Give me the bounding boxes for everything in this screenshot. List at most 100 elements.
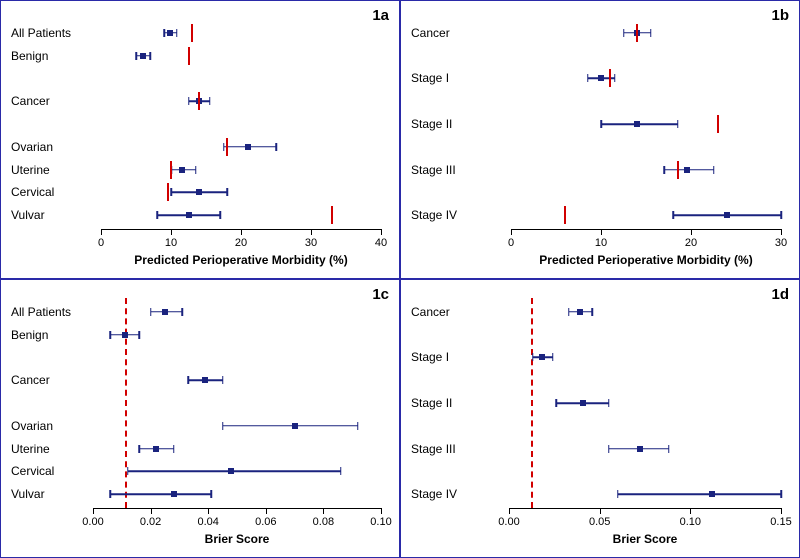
x-tick-label: 0.05 — [589, 516, 610, 528]
plot-area: 010203040Predicted Perioperative Morbidi… — [101, 19, 381, 229]
x-tick — [311, 229, 312, 235]
row-label: Cervical — [11, 464, 54, 478]
x-tick — [781, 508, 782, 514]
row-label: Stage IV — [411, 208, 457, 222]
ci-cap — [357, 422, 359, 430]
ci-cap — [182, 308, 184, 316]
point-marker — [580, 400, 586, 406]
ci-cap — [608, 399, 610, 407]
point-marker — [171, 491, 177, 497]
point-marker — [179, 167, 185, 173]
ci-cap — [149, 52, 151, 60]
x-tick — [381, 229, 382, 235]
ci-cap — [587, 74, 589, 82]
row-label: Uterine — [11, 163, 50, 177]
point-marker — [202, 377, 208, 383]
x-tick-label: 0 — [98, 237, 104, 249]
point-marker — [724, 212, 730, 218]
row-label: Cancer — [11, 94, 50, 108]
x-axis-label: Brier Score — [613, 532, 678, 546]
ci-cap — [672, 211, 674, 219]
red-reference-tick — [717, 115, 719, 133]
red-reference-tick — [564, 206, 566, 224]
ci-cap — [592, 308, 594, 316]
plot-area: 0.000.050.100.15Brier Score — [509, 298, 781, 508]
x-tick-label: 0.10 — [680, 516, 701, 528]
row-label: Benign — [11, 328, 48, 342]
red-reference-tick — [188, 47, 190, 65]
ci-cap — [195, 166, 197, 174]
ci-cap — [138, 331, 140, 339]
ci-cap — [780, 490, 782, 498]
ci-cap — [780, 211, 782, 219]
x-tick — [781, 229, 782, 235]
ci-line — [110, 494, 211, 496]
red-reference-tick — [167, 183, 169, 201]
ci-line — [223, 425, 358, 427]
point-marker — [153, 446, 159, 452]
x-tick — [93, 508, 94, 514]
row-label: Ovarian — [11, 419, 53, 433]
ci-cap — [210, 490, 212, 498]
ci-cap — [275, 143, 277, 151]
row-label: All Patients — [11, 305, 71, 319]
ci-cap — [663, 166, 665, 174]
point-marker — [634, 121, 640, 127]
ci-cap — [650, 29, 652, 37]
row-label: Cancer — [411, 305, 450, 319]
x-tick — [691, 229, 692, 235]
row-label: Stage IV — [411, 487, 457, 501]
x-axis-label: Predicted Perioperative Morbidity (%) — [539, 253, 752, 267]
x-tick-label: 40 — [375, 237, 387, 249]
point-marker — [577, 309, 583, 315]
x-tick — [241, 229, 242, 235]
point-marker — [684, 167, 690, 173]
row-label: Stage III — [411, 163, 456, 177]
ci-cap — [713, 166, 715, 174]
row-label: Uterine — [11, 442, 50, 456]
ci-cap — [222, 422, 224, 430]
ci-cap — [668, 445, 670, 453]
x-tick-label: 0 — [508, 237, 514, 249]
ci-cap — [135, 52, 137, 60]
x-tick — [208, 508, 209, 514]
x-axis-label: Predicted Perioperative Morbidity (%) — [134, 253, 347, 267]
ci-cap — [532, 353, 534, 361]
ci-cap — [677, 120, 679, 128]
x-tick — [266, 508, 267, 514]
row-label: Stage II — [411, 396, 452, 410]
red-reference-tick — [609, 69, 611, 87]
row-label: Vulvar — [11, 487, 45, 501]
point-marker — [228, 468, 234, 474]
point-marker — [196, 189, 202, 195]
point-marker — [539, 354, 545, 360]
point-marker — [167, 30, 173, 36]
reference-line — [125, 298, 127, 508]
ci-cap — [163, 29, 165, 37]
x-axis — [93, 508, 381, 509]
x-tick-label: 0.00 — [82, 516, 103, 528]
ci-cap — [150, 308, 152, 316]
forest-plot-1b: 1b 0102030Predicted Perioperative Morbid… — [400, 0, 800, 279]
x-tick — [511, 229, 512, 235]
plot-area: 0.000.020.040.060.080.10Brier Score — [93, 298, 381, 508]
row-label: Cervical — [11, 185, 54, 199]
x-tick-label: 30 — [775, 237, 787, 249]
x-axis — [509, 508, 781, 509]
x-tick-label: 0.06 — [255, 516, 276, 528]
forest-plot-1a: 1a 010203040Predicted Perioperative Morb… — [0, 0, 400, 279]
x-tick-label: 0.00 — [498, 516, 519, 528]
x-tick-label: 0.04 — [197, 516, 218, 528]
red-reference-tick — [677, 161, 679, 179]
ci-line — [618, 494, 781, 496]
point-marker — [162, 309, 168, 315]
red-reference-tick — [636, 24, 638, 42]
ci-cap — [222, 376, 224, 384]
red-reference-tick — [331, 206, 333, 224]
x-tick — [381, 508, 382, 514]
x-tick-label: 0.02 — [140, 516, 161, 528]
ci-cap — [170, 188, 172, 196]
ci-cap — [617, 490, 619, 498]
ci-cap — [608, 445, 610, 453]
reference-line — [531, 298, 533, 508]
